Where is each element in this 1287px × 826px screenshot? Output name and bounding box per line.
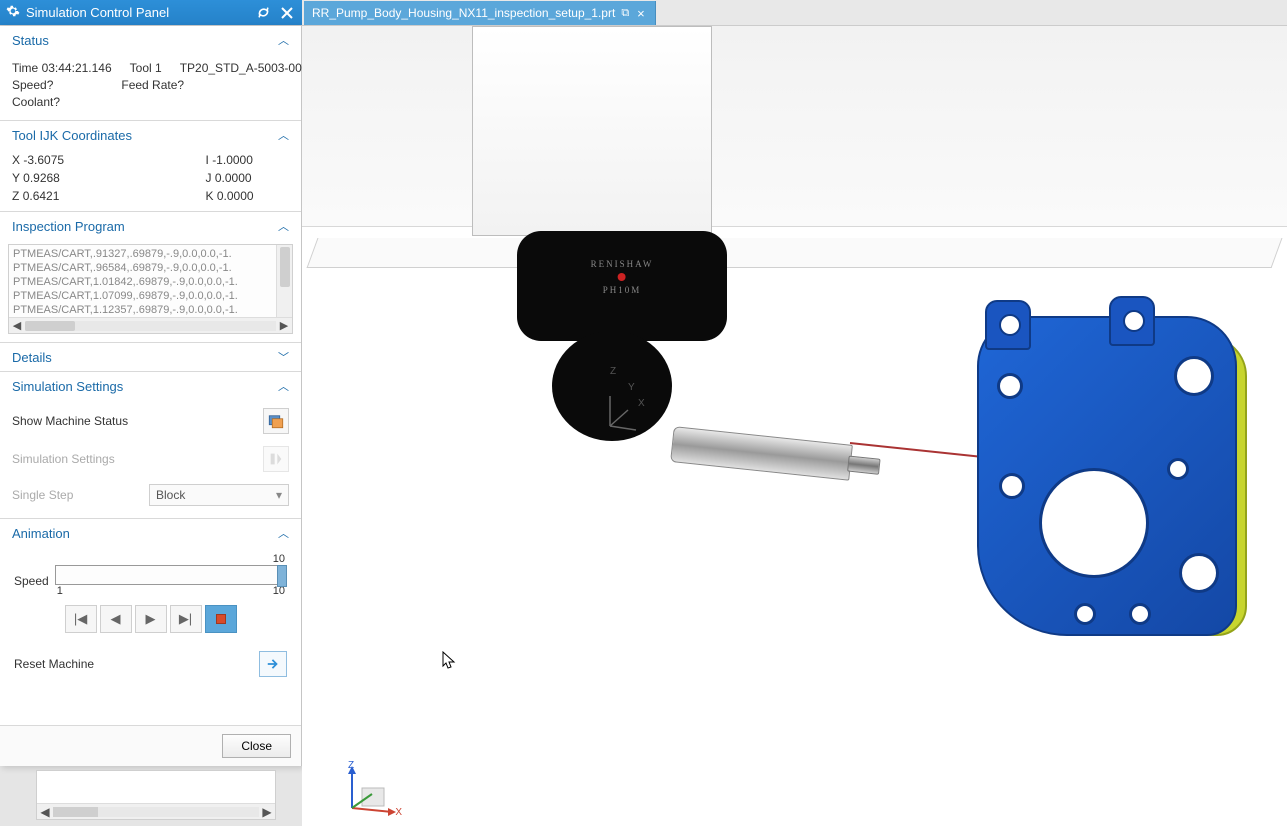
coord-y: Y 0.9268: [12, 171, 96, 185]
single-step-select[interactable]: Block ▾: [149, 484, 289, 506]
program-listing[interactable]: PTMEAS/CART,.91327,.69879,-.9,0.0,0.0,-1…: [8, 244, 293, 334]
status-header-label: Status: [12, 33, 49, 48]
scroll-left-icon[interactable]: ◀: [37, 805, 53, 819]
head-brand: RENISHAW: [591, 259, 654, 269]
program-section-header[interactable]: Inspection Program ︿: [0, 212, 301, 240]
status-time: Time 03:44:21.146: [12, 61, 112, 75]
coord-i: I -1.0000: [206, 153, 290, 167]
status-tool: Tool 1: [130, 61, 162, 75]
skip-start-button[interactable]: |◀: [65, 605, 97, 633]
panel-title: Simulation Control Panel: [26, 5, 169, 20]
chevron-up-icon: ︿: [278, 378, 289, 394]
coord-x: X -3.6075: [12, 153, 96, 167]
chevron-down-icon: ▾: [276, 488, 282, 502]
simsettings-section-header[interactable]: Simulation Settings ︿: [0, 372, 301, 400]
speed-slider[interactable]: [55, 565, 287, 585]
axis-z-label: Z: [610, 366, 616, 377]
underlying-panel-scroll[interactable]: ◀ ▶: [36, 770, 276, 820]
chevron-down-icon: ﹀: [278, 349, 289, 365]
indicator-led-icon: [618, 273, 626, 281]
head-model: PH10M: [591, 285, 654, 295]
cursor-icon: [442, 651, 456, 674]
inspected-part: [977, 316, 1267, 666]
show-machine-status-button[interactable]: [263, 408, 289, 434]
tab-switch-icon[interactable]: ⧉: [621, 7, 629, 20]
simulation-settings-label: Simulation Settings: [12, 452, 115, 466]
speed-min: 1: [57, 585, 63, 597]
status-speed: Speed?: [12, 78, 53, 92]
reset-machine-label: Reset Machine: [14, 657, 94, 671]
slider-thumb[interactable]: [277, 565, 287, 587]
details-section-header[interactable]: Details ﹀: [0, 343, 301, 371]
axis-triad: Z Y X: [610, 396, 650, 439]
close-button[interactable]: Close: [222, 734, 291, 758]
probe-assembly: [672, 426, 852, 462]
gear-icon: [6, 4, 20, 21]
cmm-column: [472, 26, 712, 236]
tab-close-icon[interactable]: ×: [635, 6, 647, 21]
status-coolant: Coolant?: [12, 95, 60, 109]
coord-j: J 0.0000: [206, 171, 290, 185]
single-step-label: Single Step: [12, 488, 73, 502]
document-tab-label: RR_Pump_Body_Housing_NX11_inspection_set…: [312, 6, 615, 20]
step-back-button[interactable]: ◀: [100, 605, 132, 633]
reset-machine-button[interactable]: [259, 651, 287, 677]
show-machine-status-label: Show Machine Status: [12, 414, 128, 428]
program-line: PTMEAS/CART,.91327,.69879,-.9,0.0,0.0,-1…: [13, 247, 288, 261]
animation-section-header[interactable]: Animation ︿: [0, 519, 301, 547]
speed-label: Speed: [14, 574, 49, 588]
axis-y-label: Y: [628, 382, 635, 393]
speed-value: 10: [14, 553, 285, 565]
chevron-up-icon: ︿: [278, 525, 289, 541]
probe-head: RENISHAW PH10M: [517, 231, 727, 391]
coord-k: K 0.0000: [206, 189, 290, 203]
program-line: PTMEAS/CART,1.12357,.69879,-.9,0.0,0.0,-…: [13, 303, 288, 317]
axis-x-label: X: [638, 398, 645, 409]
program-line: PTMEAS/CART,.96584,.69879,-.9,0.0,0.0,-1…: [13, 261, 288, 275]
coords-section-header[interactable]: Tool IJK Coordinates ︿: [0, 121, 301, 149]
coords-section-body: X -3.6075 I -1.0000 Y 0.9268 J 0.0000 Z …: [0, 149, 301, 211]
chevron-up-icon: ︿: [278, 127, 289, 143]
simulation-control-panel: Status ︿ Time 03:44:21.146 Tool 1 TP20_S…: [0, 26, 302, 766]
document-tab[interactable]: RR_Pump_Body_Housing_NX11_inspection_set…: [304, 1, 656, 25]
scroll-right-icon[interactable]: ▶: [276, 319, 292, 332]
simulation-settings-button: [263, 446, 289, 472]
stop-button[interactable]: [205, 605, 237, 633]
top-bar: Simulation Control Panel RR_Pump_Body_Ho…: [0, 0, 1287, 26]
vertical-scrollbar[interactable]: [276, 245, 292, 317]
scroll-left-icon[interactable]: ◀: [9, 319, 25, 332]
step-forward-button[interactable]: ▶: [135, 605, 167, 633]
single-step-value: Block: [156, 488, 185, 502]
scroll-right-icon[interactable]: ▶: [259, 805, 275, 819]
3d-viewport[interactable]: RENISHAW PH10M Z Y X: [302, 26, 1287, 826]
triad-z-label: Z: [348, 760, 354, 771]
coords-header-label: Tool IJK Coordinates: [12, 128, 132, 143]
horizontal-scrollbar[interactable]: ◀ ▶: [9, 317, 292, 333]
status-feedrate: Feed Rate?: [121, 78, 184, 92]
skip-end-button[interactable]: ▶|: [170, 605, 202, 633]
coord-z: Z 0.6421: [12, 189, 96, 203]
status-section-header[interactable]: Status ︿: [0, 26, 301, 54]
playback-controls: |◀ ◀ ▶ ▶|: [14, 605, 287, 633]
panel-close-icon[interactable]: [278, 4, 296, 22]
refresh-icon[interactable]: [254, 4, 272, 22]
chevron-up-icon: ︿: [278, 32, 289, 48]
chevron-up-icon: ︿: [278, 218, 289, 234]
program-header-label: Inspection Program: [12, 219, 125, 234]
program-line: PTMEAS/CART,1.07099,.69879,-.9,0.0,0.0,-…: [13, 289, 288, 303]
program-line: PTMEAS/CART,1.01842,.69879,-.9,0.0,0.0,-…: [13, 275, 288, 289]
animation-header-label: Animation: [12, 526, 70, 541]
panel-titlebar: Simulation Control Panel: [0, 0, 302, 25]
triad-x-label: X: [395, 807, 402, 818]
status-section-body: Time 03:44:21.146 Tool 1 TP20_STD_A-5003…: [0, 54, 301, 120]
view-triad[interactable]: Z X: [342, 760, 402, 820]
details-header-label: Details: [12, 350, 52, 365]
simsettings-header-label: Simulation Settings: [12, 379, 123, 394]
